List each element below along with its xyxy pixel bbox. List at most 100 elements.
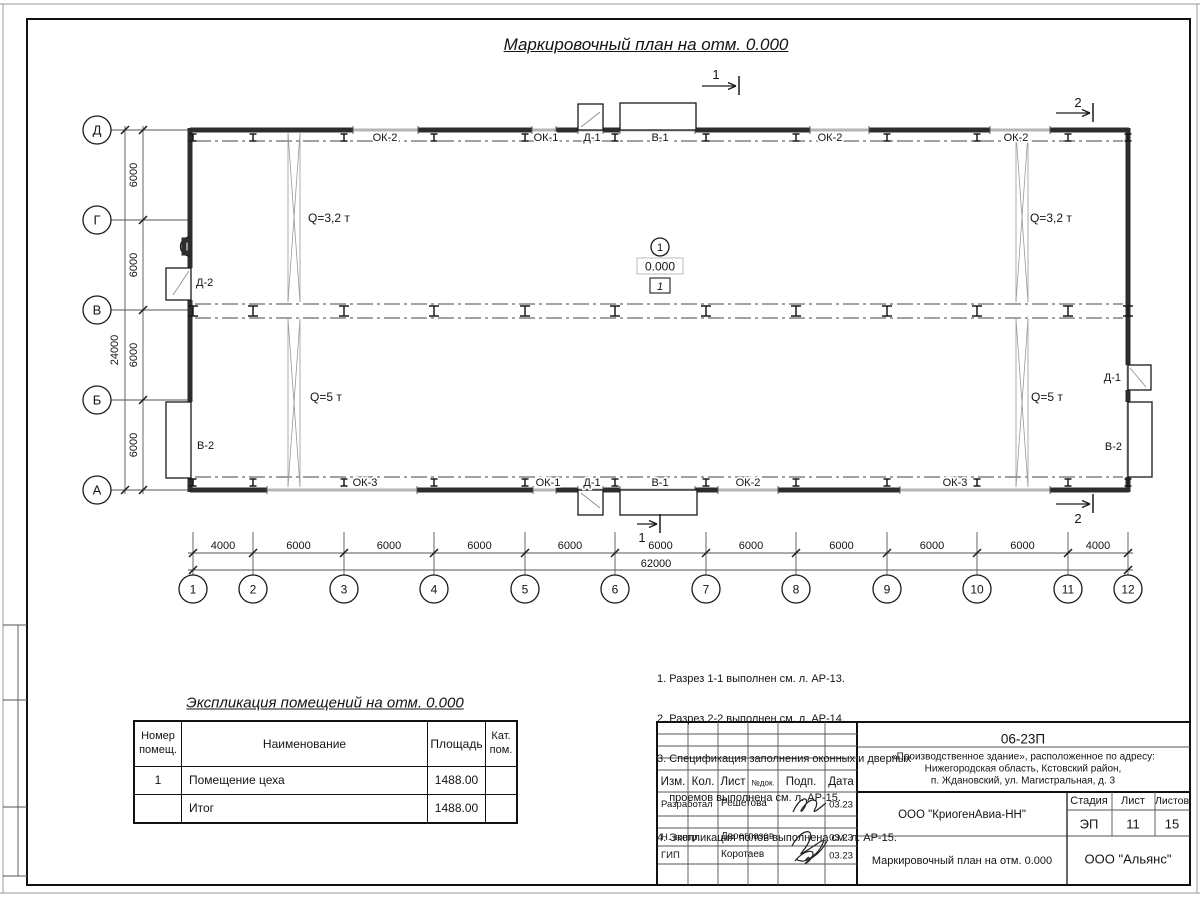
h-dim-label: 6000 xyxy=(829,540,853,552)
tb-name: Решетова xyxy=(721,798,767,809)
crane-capacity-label: Q=3,2 т xyxy=(308,211,350,225)
signature xyxy=(792,798,827,813)
crane-capacity-label: Q=5 т xyxy=(1031,390,1063,404)
address-line: п. Ждановский, ул. Магистральная, д. 3 xyxy=(930,775,1116,787)
col-header: Кат. пом. xyxy=(486,722,516,767)
tb-role: Разработал xyxy=(661,799,713,810)
left-wall-label: В-2 xyxy=(197,440,214,452)
tb-name: Двоеглазов xyxy=(721,831,775,842)
tb-stage-label: Стадия xyxy=(1070,795,1108,807)
section-mark-label: 1 xyxy=(638,530,645,545)
v-dim-label: 6000 xyxy=(128,163,140,187)
page-title: Маркировочный план на отм. 0.000 xyxy=(503,35,789,54)
col-axis-label: 11 xyxy=(1062,583,1075,597)
tb-listov-value: 15 xyxy=(1164,816,1180,832)
tb-role: Н. контр. xyxy=(661,832,701,843)
v-dim-label: 6000 xyxy=(128,253,140,277)
sheet-frame xyxy=(0,3,1200,894)
doc-number: 06-23П xyxy=(1000,731,1046,747)
col-axis-label: 8 xyxy=(793,583,800,597)
note-line: проемов выполнена см. л. АР-15. xyxy=(657,792,841,805)
left-wall-label: Д-2 xyxy=(196,277,213,289)
row-axis-label: Б xyxy=(93,393,102,408)
right-wall-label: В-2 xyxy=(1105,441,1122,453)
tb-col-podp: Подп. xyxy=(785,776,817,788)
table-cell: Помещение цеха xyxy=(182,767,428,795)
tb-list-value: 11 xyxy=(1126,816,1140,832)
bottom-wall-label: ОК-3 xyxy=(943,477,968,489)
col-axis-label: 1 xyxy=(190,583,197,597)
bottom-wall-label: В-1 xyxy=(651,477,668,489)
top-wall-label: Д-1 xyxy=(583,132,600,144)
tb-drawing-name: Маркировочный план на отм. 0.000 xyxy=(871,855,1053,867)
col-axis-label: 9 xyxy=(884,583,891,597)
bottom-wall-label: ОК-2 xyxy=(736,477,761,489)
h-dim-label: 4000 xyxy=(211,540,235,552)
tb-col-data: Дата xyxy=(828,776,854,788)
h-dim-label: 6000 xyxy=(739,540,763,552)
col-axis-label: 12 xyxy=(1121,583,1135,597)
signature xyxy=(794,850,814,865)
h-dim-label: 6000 xyxy=(467,540,491,552)
table-cell: 1 xyxy=(135,767,182,795)
v-dim-label: 6000 xyxy=(128,433,140,457)
top-wall-label: ОК-2 xyxy=(818,132,843,144)
h-dim-label: 6000 xyxy=(377,540,401,552)
tb-col-list: Лист xyxy=(720,776,746,788)
table-cell: 1488.00 xyxy=(428,795,486,822)
h-dim-label: 4000 xyxy=(1086,540,1110,552)
col-axis-label: 6 xyxy=(612,583,619,597)
bottom-wall-label: ОК-1 xyxy=(536,477,561,489)
floor-type-mark: 1 xyxy=(657,281,663,293)
room-annotation: 1 0.000 1 xyxy=(636,237,684,294)
crane-rails xyxy=(287,132,1029,488)
address-line: Нижегородская область, Кстовский район, xyxy=(924,763,1122,775)
col-axis-label: 10 xyxy=(970,583,984,597)
row-axis-label: Г xyxy=(93,213,100,228)
col-header: Номер помещ. xyxy=(135,722,182,767)
col-header: Площадь xyxy=(428,722,486,767)
elevation-value: 0.000 xyxy=(645,260,675,274)
notes-list: 1. Разрез 1-1 выполнен см. л. АР-13. 2. … xyxy=(657,647,911,871)
columns xyxy=(188,133,1133,487)
room-number: 1 xyxy=(657,242,663,254)
right-wall-label: Д-1 xyxy=(1104,372,1121,384)
col-axis-label: 4 xyxy=(431,583,438,597)
h-dim-label: 6000 xyxy=(558,540,582,552)
v-dim-label: 6000 xyxy=(128,343,140,367)
note-line: 2. Разрез 2-2 выполнен см. л. АР-14. xyxy=(657,713,845,726)
tb-date: 03.23 xyxy=(829,832,853,844)
section-mark-label: 2 xyxy=(1074,511,1081,526)
section-marks: 1 1 2 2 xyxy=(637,67,1094,545)
bottom-wall-label: Д-1 xyxy=(583,477,600,489)
row-axis-label: В xyxy=(93,303,102,318)
top-wall-label: В-1 xyxy=(651,132,668,144)
row-axis-label: Д xyxy=(93,123,102,138)
crane-capacity-label: Q=3,2 т xyxy=(1030,211,1072,225)
tb-list-label: Лист xyxy=(1121,795,1145,807)
explication-title: Экспликация помещений на отм. 0.000 xyxy=(186,694,464,712)
col-axes: 4000 6000 6000 6000 6000 6000 6000 6000 6000 6000… xyxy=(178,532,1143,604)
table-cell xyxy=(135,795,182,822)
building-walls xyxy=(187,126,1131,494)
note-line: 1. Разрез 1-1 выполнен см. л. АР-13. xyxy=(657,673,845,686)
entrance-vestibules xyxy=(165,102,1153,516)
table-cell xyxy=(486,767,516,795)
tb-role: ГИП xyxy=(661,850,680,861)
crane-capacity-label: Q=5 т xyxy=(310,390,342,404)
col-header: Наименование xyxy=(182,722,428,767)
h-dim-label: 6000 xyxy=(648,540,672,552)
tb-date: 03.23 xyxy=(829,799,853,811)
col-axis-label: 7 xyxy=(703,583,710,597)
table-cell xyxy=(486,795,516,822)
col-axis-label: 2 xyxy=(250,583,257,597)
col-axis-label: 5 xyxy=(522,583,529,597)
address-line: «Производственное здание», расположенное… xyxy=(891,751,1155,763)
axis-lines xyxy=(195,140,1123,478)
bottom-wall-label: ОК-3 xyxy=(353,477,378,489)
col-axis-label: 3 xyxy=(341,583,348,597)
wall-labels: ОК-2 ОК-1 Д-1 В-1 ОК-2 ОК-2 ОК-3 ОК-1 Д-1 В-1 ОК-2… xyxy=(194,130,1124,491)
h-dim-label: 6000 xyxy=(286,540,310,552)
